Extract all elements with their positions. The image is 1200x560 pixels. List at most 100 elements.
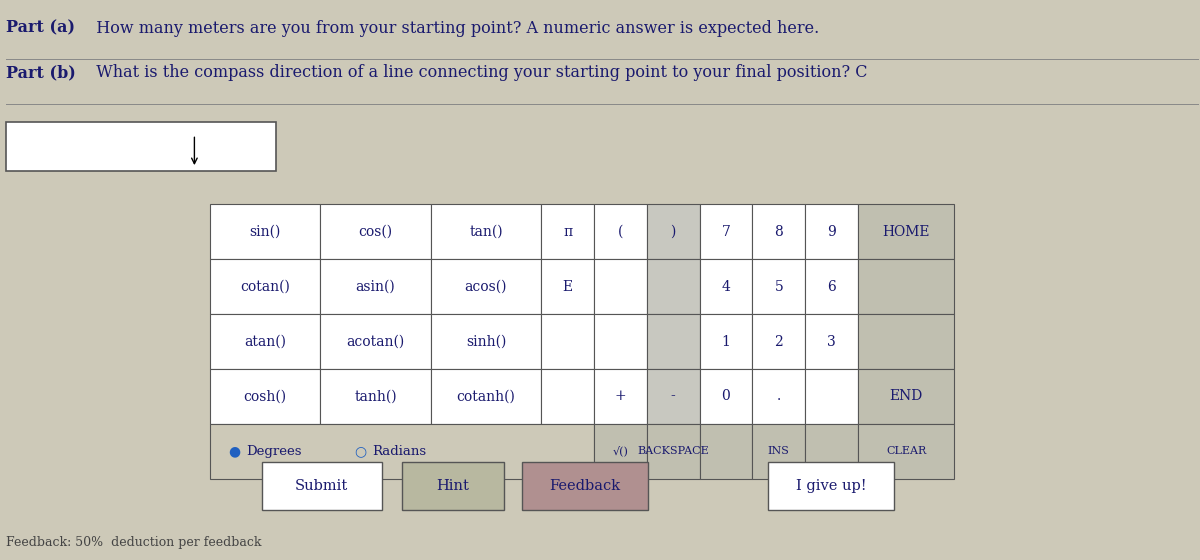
Text: 2: 2 (774, 334, 784, 348)
FancyBboxPatch shape (541, 369, 594, 424)
FancyBboxPatch shape (594, 204, 647, 259)
Text: BACKSPACE: BACKSPACE (637, 446, 709, 456)
FancyBboxPatch shape (700, 204, 752, 259)
FancyBboxPatch shape (402, 462, 504, 510)
Text: Part (a): Part (a) (6, 20, 74, 36)
FancyBboxPatch shape (858, 314, 954, 369)
FancyBboxPatch shape (320, 314, 431, 369)
FancyBboxPatch shape (752, 314, 805, 369)
FancyBboxPatch shape (431, 204, 541, 259)
Text: atan(): atan() (245, 334, 287, 348)
Text: Feedback: 50%  deduction per feedback: Feedback: 50% deduction per feedback (6, 536, 262, 549)
FancyBboxPatch shape (210, 369, 320, 424)
FancyBboxPatch shape (858, 204, 954, 259)
FancyBboxPatch shape (6, 122, 276, 171)
Text: acos(): acos() (464, 279, 508, 293)
Text: cos(): cos() (359, 225, 392, 239)
Text: Part (b): Part (b) (6, 64, 76, 81)
FancyBboxPatch shape (647, 424, 700, 479)
FancyBboxPatch shape (541, 204, 594, 259)
Text: 8: 8 (774, 225, 784, 239)
Text: What is the compass direction of a line connecting your starting point to your f: What is the compass direction of a line … (86, 64, 868, 81)
FancyBboxPatch shape (752, 424, 805, 479)
Text: ○: ○ (354, 445, 366, 458)
Text: cotan(): cotan() (240, 279, 290, 293)
FancyBboxPatch shape (647, 204, 700, 259)
FancyBboxPatch shape (541, 259, 594, 314)
FancyBboxPatch shape (805, 259, 858, 314)
Text: Feedback: Feedback (550, 479, 620, 493)
FancyBboxPatch shape (647, 314, 700, 369)
Text: Radians: Radians (372, 445, 426, 458)
FancyBboxPatch shape (647, 369, 700, 424)
FancyBboxPatch shape (210, 204, 320, 259)
FancyBboxPatch shape (700, 369, 752, 424)
Text: 3: 3 (827, 334, 836, 348)
FancyBboxPatch shape (541, 314, 594, 369)
FancyBboxPatch shape (858, 259, 954, 314)
Text: -: - (671, 390, 676, 403)
Text: (: ( (618, 225, 623, 239)
FancyBboxPatch shape (858, 369, 954, 424)
Text: tan(): tan() (469, 225, 503, 239)
FancyBboxPatch shape (431, 259, 541, 314)
FancyBboxPatch shape (210, 314, 320, 369)
Text: END: END (889, 390, 923, 403)
FancyBboxPatch shape (320, 259, 431, 314)
FancyBboxPatch shape (522, 462, 648, 510)
Text: sinh(): sinh() (466, 334, 506, 348)
FancyBboxPatch shape (262, 462, 382, 510)
Text: +: + (614, 390, 626, 403)
Text: How many meters are you from your starting point? A numeric answer is expected h: How many meters are you from your starti… (86, 20, 820, 36)
FancyBboxPatch shape (700, 424, 752, 479)
FancyBboxPatch shape (700, 314, 752, 369)
FancyBboxPatch shape (594, 424, 647, 479)
Text: acotan(): acotan() (347, 334, 404, 348)
FancyBboxPatch shape (594, 259, 647, 314)
Text: Hint: Hint (437, 479, 469, 493)
FancyBboxPatch shape (858, 424, 954, 479)
Text: 4: 4 (721, 279, 731, 293)
Text: I give up!: I give up! (796, 479, 866, 493)
Text: .: . (776, 390, 781, 403)
FancyBboxPatch shape (768, 462, 894, 510)
Text: CLEAR: CLEAR (886, 446, 926, 456)
FancyBboxPatch shape (752, 259, 805, 314)
Text: E: E (563, 279, 572, 293)
Text: 9: 9 (827, 225, 836, 239)
FancyBboxPatch shape (210, 259, 320, 314)
Text: sin(): sin() (250, 225, 281, 239)
Text: ●: ● (228, 445, 240, 458)
Text: cosh(): cosh() (244, 390, 287, 403)
Text: Degrees: Degrees (246, 445, 301, 458)
Text: 5: 5 (774, 279, 784, 293)
FancyBboxPatch shape (594, 314, 647, 369)
FancyBboxPatch shape (594, 369, 647, 424)
Text: ): ) (671, 225, 676, 239)
FancyBboxPatch shape (752, 204, 805, 259)
Text: 1: 1 (721, 334, 731, 348)
FancyBboxPatch shape (210, 424, 594, 479)
FancyBboxPatch shape (752, 369, 805, 424)
Text: π: π (563, 225, 572, 239)
Text: INS: INS (768, 446, 790, 456)
FancyBboxPatch shape (320, 369, 431, 424)
Text: 7: 7 (721, 225, 731, 239)
Text: cotanh(): cotanh() (456, 390, 516, 403)
Text: asin(): asin() (355, 279, 396, 293)
FancyBboxPatch shape (431, 314, 541, 369)
Text: HOME: HOME (882, 225, 930, 239)
FancyBboxPatch shape (431, 369, 541, 424)
FancyBboxPatch shape (320, 204, 431, 259)
FancyBboxPatch shape (805, 369, 858, 424)
Text: 0: 0 (721, 390, 731, 403)
Text: Submit: Submit (295, 479, 348, 493)
FancyBboxPatch shape (805, 204, 858, 259)
Text: tanh(): tanh() (354, 390, 397, 403)
FancyBboxPatch shape (700, 259, 752, 314)
Text: √(): √() (612, 446, 629, 457)
FancyBboxPatch shape (805, 314, 858, 369)
FancyBboxPatch shape (805, 424, 858, 479)
Text: 6: 6 (827, 279, 836, 293)
FancyBboxPatch shape (647, 259, 700, 314)
